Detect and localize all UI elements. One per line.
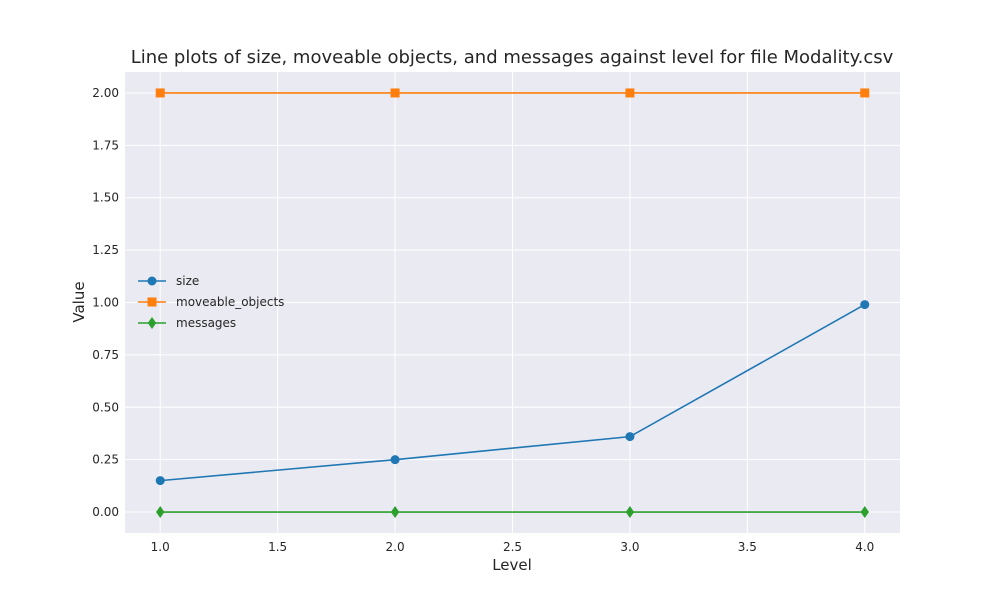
data-point-messages xyxy=(625,506,635,519)
legend-item-size: size xyxy=(138,274,199,288)
tick-labels: 1.0 1.5 2.0 2.5 3.0 3.5 4.0 0.00 0.25 0.50 0.75 1.0… xyxy=(92,86,874,554)
series-moveable-objects xyxy=(155,88,870,98)
legend-marker xyxy=(147,297,157,307)
data-point-messages xyxy=(390,506,400,519)
x-tick-label: 1.5 xyxy=(268,540,287,554)
y-axis-label: Value xyxy=(70,281,88,322)
series-line-size xyxy=(160,303,866,482)
y-tick-label: 0.75 xyxy=(92,348,119,362)
x-tick-label: 2.0 xyxy=(386,540,405,554)
y-tick-label: 1.50 xyxy=(92,191,119,205)
series-layer xyxy=(155,88,870,519)
y-tick-label: 0.25 xyxy=(92,453,119,467)
legend-item-messages: messages xyxy=(138,316,236,330)
legend-marker xyxy=(147,276,157,286)
y-tick-label: 1.00 xyxy=(92,296,119,310)
data-point-messages xyxy=(156,506,165,519)
data-point-messages xyxy=(860,506,869,519)
data-point-moveable-objects xyxy=(155,88,165,98)
legend-label: size xyxy=(176,274,199,288)
x-tick-label: 1.0 xyxy=(151,540,170,554)
y-tick-label: 0.50 xyxy=(92,400,119,414)
data-point-moveable-objects xyxy=(390,88,400,98)
series-size xyxy=(155,300,870,486)
legend: size moveable_objects messages xyxy=(138,274,284,330)
y-tick-label: 2.00 xyxy=(92,86,119,100)
x-axis-label: Level xyxy=(492,556,532,574)
data-point-size xyxy=(625,432,635,442)
y-tick-label: 0.00 xyxy=(92,505,119,519)
data-point-size xyxy=(155,476,165,486)
legend-label: messages xyxy=(176,316,236,330)
x-tick-label: 3.0 xyxy=(620,540,639,554)
legend-item-moveable-objects: moveable_objects xyxy=(138,295,284,309)
x-tick-label: 2.5 xyxy=(503,540,522,554)
data-point-size xyxy=(860,300,870,310)
legend-marker xyxy=(147,317,157,329)
series-messages xyxy=(156,506,869,519)
legend-label: moveable_objects xyxy=(176,295,284,309)
x-tick-label: 3.5 xyxy=(738,540,757,554)
data-point-size xyxy=(390,455,400,465)
x-tick-label: 4.0 xyxy=(855,540,874,554)
data-point-moveable-objects xyxy=(860,88,870,98)
chart-title: Line plots of size, moveable objects, an… xyxy=(131,47,894,68)
data-point-moveable-objects xyxy=(625,88,635,98)
y-tick-label: 1.75 xyxy=(92,138,119,152)
y-tick-label: 1.25 xyxy=(92,243,119,257)
